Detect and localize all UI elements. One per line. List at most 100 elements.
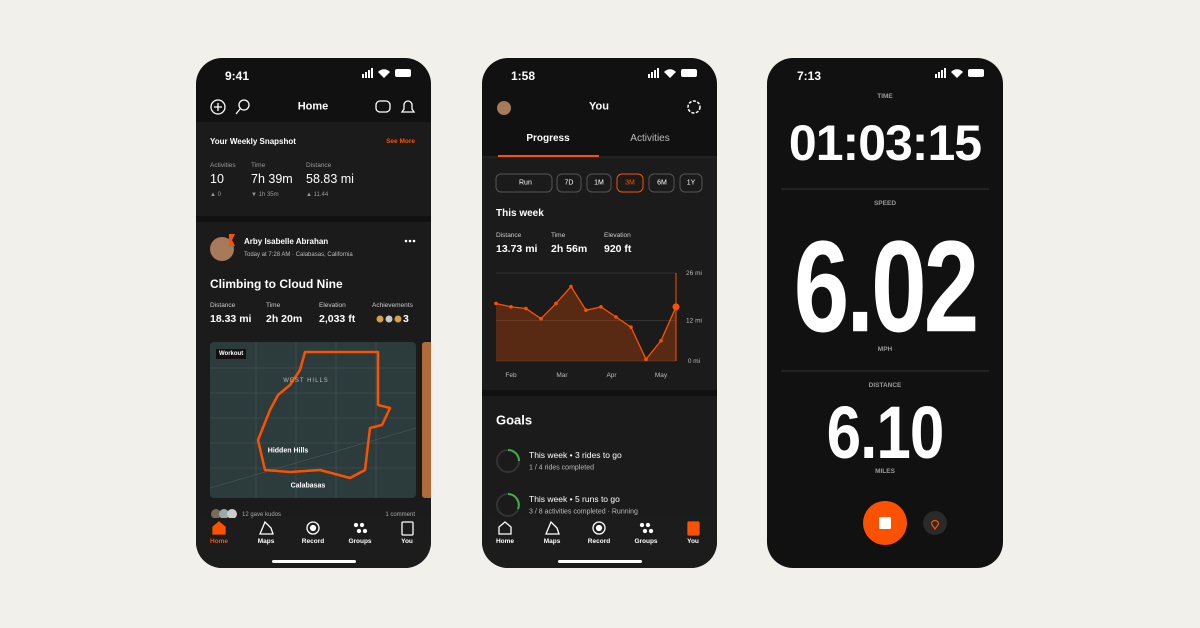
tab-indicator — [498, 155, 599, 157]
map-label: Calabasas — [290, 482, 326, 490]
stat-label: Distance — [210, 301, 236, 309]
stat-value: 58.83 mi — [306, 171, 354, 186]
point — [599, 305, 603, 309]
stat-label: Time — [551, 231, 566, 239]
point — [569, 284, 573, 289]
goal-rings — [496, 449, 520, 517]
home-screen: 9:41 Home Your Weekly Snapshot See More Acti… — [196, 58, 431, 568]
metric-unit: MILES — [875, 467, 895, 475]
more-dots — [404, 239, 416, 243]
section-title: Your Weekly Snapshot — [210, 137, 296, 146]
nav-tab[interactable]: You — [401, 537, 413, 545]
record-graphics — [781, 68, 989, 545]
screen-title: You — [589, 100, 609, 113]
stat-value: 7h 39m — [251, 171, 293, 186]
x-tick-label: Apr — [606, 372, 617, 379]
filter-pills — [495, 173, 703, 193]
home-indicator — [558, 560, 642, 563]
stat-change: ▼ 1h 35m — [251, 192, 279, 198]
screen-title: Home — [297, 100, 329, 113]
tab[interactable]: Progress — [526, 133, 570, 144]
snapshot-card — [196, 122, 431, 216]
activity-title: Climbing to Cloud Nine — [210, 277, 343, 291]
stat-value: 2,033 ft — [319, 312, 356, 325]
stat-label: Elevation — [319, 301, 346, 309]
stat-value: 2h 20m — [266, 312, 303, 325]
stat-change: ▲ 11.44 — [306, 192, 329, 198]
location-button[interactable] — [923, 511, 947, 535]
status-time: 9:41 — [225, 69, 250, 83]
point — [494, 301, 498, 306]
stop-button[interactable] — [863, 501, 907, 545]
map — [209, 342, 431, 498]
stat-label: Activities — [210, 161, 236, 169]
goal-detail: 1 / 4 rides completed — [529, 464, 594, 472]
nav-tab[interactable]: Record — [301, 537, 325, 545]
point — [659, 338, 663, 343]
goal-title[interactable]: This week • 3 rides to go — [529, 449, 622, 460]
nav-tab[interactable]: Home — [495, 537, 515, 545]
stat-value: 3 — [403, 312, 409, 325]
you-screen: 26 mi 12 mi 0 mi Feb Mar Apr May Home Maps Recor… — [482, 58, 717, 568]
kudos-avatars — [211, 509, 237, 519]
distance-value: 6.10 — [826, 392, 945, 475]
nav-tab[interactable]: Groups — [634, 537, 658, 545]
x-tick-label: May — [655, 372, 668, 379]
stat-value: 10 — [210, 171, 224, 186]
point — [524, 306, 528, 311]
stat-value: 13.73 mi — [496, 242, 538, 255]
point — [644, 357, 648, 362]
y-tick-label: 12 mi — [686, 317, 702, 324]
map-tag: Workout — [216, 349, 247, 359]
point — [629, 325, 633, 329]
goal-title[interactable]: This week • 5 runs to go — [529, 493, 620, 504]
metric-label: DISTANCE — [868, 381, 902, 389]
athlete-name: Arby Isabelle Abrahan — [244, 237, 329, 246]
range-filter[interactable]: 3M — [625, 179, 635, 187]
comment-count[interactable]: 1 comment — [385, 512, 415, 518]
nav-tab[interactable]: Maps — [543, 537, 561, 545]
point — [554, 301, 558, 306]
stat-value: 2h 56m — [551, 242, 588, 255]
nav-icons — [498, 520, 700, 536]
tab[interactable]: Activities — [630, 133, 670, 144]
section-title: This week — [496, 208, 544, 219]
nav-tab[interactable]: Home — [209, 537, 229, 545]
metric-unit: MPH — [877, 345, 893, 353]
nav-tab[interactable]: Maps — [257, 537, 275, 545]
range-filter[interactable]: 1Y — [686, 179, 696, 187]
header-icons — [210, 99, 416, 115]
y-tick-label: 26 mi — [686, 270, 702, 277]
nav-tab[interactable]: You — [687, 537, 699, 545]
achievement-icons — [376, 315, 402, 323]
kudos-count[interactable]: 12 gave kudos — [242, 512, 282, 518]
see-more-link[interactable]: See More — [386, 137, 415, 145]
section-title: Goals — [496, 412, 533, 428]
nav-tab[interactable]: Record — [587, 537, 611, 545]
stat-label: Achievements — [372, 301, 413, 309]
point — [614, 315, 618, 319]
stat-label: Elevation — [604, 231, 631, 239]
range-filter[interactable]: 7D — [564, 179, 574, 187]
range-filter[interactable]: 1M — [594, 179, 604, 187]
point — [584, 308, 588, 313]
point — [672, 303, 680, 311]
sport-filter[interactable]: Run — [519, 179, 532, 187]
range-filter[interactable]: 6M — [657, 179, 667, 187]
settings-icon — [687, 100, 701, 114]
nav-tab[interactable]: Groups — [348, 537, 372, 545]
avatar-badge — [229, 234, 235, 246]
x-tick-label: Mar — [556, 372, 568, 379]
point — [509, 305, 513, 309]
map-label: WEST HILLS — [283, 378, 329, 384]
stat-change: ▲ 0 — [210, 192, 221, 198]
status-icons — [648, 68, 697, 78]
metric-label: SPEED — [873, 199, 897, 207]
stat-label: Time — [266, 301, 281, 309]
stat-value: 18.33 mi — [210, 312, 252, 325]
stat-label: Distance — [306, 161, 332, 169]
nav-icons — [212, 520, 414, 536]
time-value: 01:03:15 — [788, 115, 982, 171]
stat-label: Distance — [496, 231, 522, 239]
